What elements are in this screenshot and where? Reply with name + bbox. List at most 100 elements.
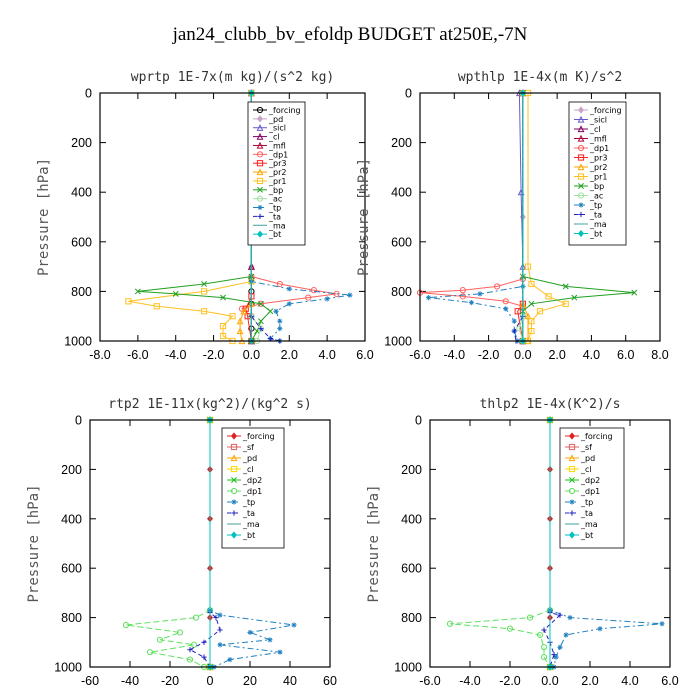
data-point	[459, 287, 466, 294]
data-point	[551, 652, 557, 658]
legend-marker	[578, 211, 584, 218]
data-point	[217, 627, 223, 633]
x-tick-label: 8.0	[651, 348, 668, 362]
legend-marker	[577, 115, 585, 123]
legend-marker	[230, 465, 238, 473]
y-tick-label: 400	[61, 512, 82, 526]
legend-label: _ac	[268, 195, 282, 204]
y-tick-label: 800	[401, 611, 422, 625]
x-tick-label: -4.0	[459, 674, 481, 688]
panel-title: wpthlp 1E-4x(m K)/s^2	[458, 70, 622, 85]
series-line	[125, 420, 211, 668]
data-point	[219, 332, 227, 340]
legend-label: _dp1	[268, 150, 288, 159]
legend-marker	[257, 213, 263, 219]
series-line	[527, 93, 568, 342]
y-tick-label: 1000	[384, 335, 412, 349]
data-point	[562, 300, 569, 307]
x-tick-label: 0	[207, 674, 214, 688]
data-point	[186, 656, 194, 663]
series-line	[513, 93, 524, 342]
legend-marker	[256, 141, 264, 149]
legend-label: _dp1	[589, 144, 609, 153]
legend-label: _tp	[580, 498, 593, 507]
legend-label: _sf	[580, 443, 592, 452]
x-tick-label: -6.0	[409, 348, 431, 362]
legend-box	[559, 427, 625, 549]
data-point	[528, 318, 535, 325]
data-point	[122, 621, 130, 629]
y-tick-label: 800	[71, 285, 92, 299]
data-point	[540, 654, 548, 661]
data-point	[511, 328, 517, 334]
legend-marker	[257, 115, 263, 123]
legend-label: _bt	[242, 531, 255, 540]
plot-frame	[89, 419, 331, 668]
y-tick-label: 200	[61, 463, 82, 477]
series-tp	[425, 90, 526, 344]
series-ta	[541, 417, 563, 670]
data-point	[631, 289, 638, 296]
series-bp	[134, 90, 274, 344]
x-tick-label: -60	[81, 674, 99, 688]
legend-label: _bp	[589, 182, 604, 191]
data-point	[540, 644, 548, 651]
data-point	[528, 300, 535, 307]
legend: _forcing_sicl_cl_mfl_dp1_pr3_pr2_pr1_bp_…	[568, 101, 627, 246]
legend-label: _pr3	[589, 154, 607, 163]
y-tick-label: 200	[391, 136, 412, 150]
plot-frame	[429, 419, 671, 668]
plot-frame	[419, 92, 661, 342]
x-tick-label: 6.0	[661, 674, 678, 688]
data-point	[516, 325, 523, 332]
x-tick-label: 0.0	[541, 674, 558, 688]
series-dp1	[446, 416, 554, 671]
legend-marker	[569, 531, 575, 539]
data-point	[277, 326, 283, 332]
legend-marker	[257, 230, 263, 238]
legend-label: _bt	[268, 230, 281, 239]
legend-label: _pd	[242, 454, 257, 463]
data-point	[571, 294, 578, 301]
legend-marker	[256, 195, 264, 202]
y-axis-label: Pressure [hPa]	[366, 484, 382, 602]
y-tick-label: 600	[401, 562, 422, 576]
series-line	[188, 420, 221, 668]
legend-label: _bt	[580, 531, 593, 540]
data-point	[277, 318, 283, 324]
data-point	[267, 308, 274, 315]
legend-label: _pr2	[268, 168, 286, 177]
legend-label: _mfl	[589, 135, 607, 144]
data-point	[236, 317, 244, 325]
x-tick-label: -8.0	[89, 348, 111, 362]
data-point	[545, 293, 552, 300]
legend-marker	[568, 487, 576, 495]
data-point	[305, 294, 312, 301]
data-point	[514, 308, 521, 315]
legend-label: _tp	[589, 201, 602, 210]
legend-marker	[569, 477, 575, 483]
legend-label: _ta	[589, 211, 602, 220]
legend-label: _tp	[242, 498, 255, 507]
y-tick-label: 0	[75, 414, 82, 428]
x-tick-label: 4.0	[583, 348, 600, 362]
series-line	[209, 420, 295, 668]
y-tick-label: 0	[405, 87, 412, 101]
data-point	[257, 318, 264, 325]
data-point	[156, 636, 164, 643]
data-point	[273, 308, 279, 314]
data-point	[526, 614, 534, 621]
data-point	[201, 281, 208, 287]
data-point	[494, 283, 501, 290]
x-tick-label: 0.0	[243, 348, 260, 362]
chart-panel-4: thlp2 1E-4x(K^2)/s Pressure [hPa] -6.0 -4.0…	[366, 397, 679, 688]
data-point	[659, 621, 665, 627]
legend-marker	[231, 499, 237, 505]
data-point	[536, 631, 544, 638]
legend-label: _ta	[268, 212, 281, 221]
legend-label: _ma	[242, 520, 260, 529]
data-point	[468, 299, 475, 306]
legend-marker	[577, 163, 585, 171]
legend-marker	[256, 177, 264, 185]
